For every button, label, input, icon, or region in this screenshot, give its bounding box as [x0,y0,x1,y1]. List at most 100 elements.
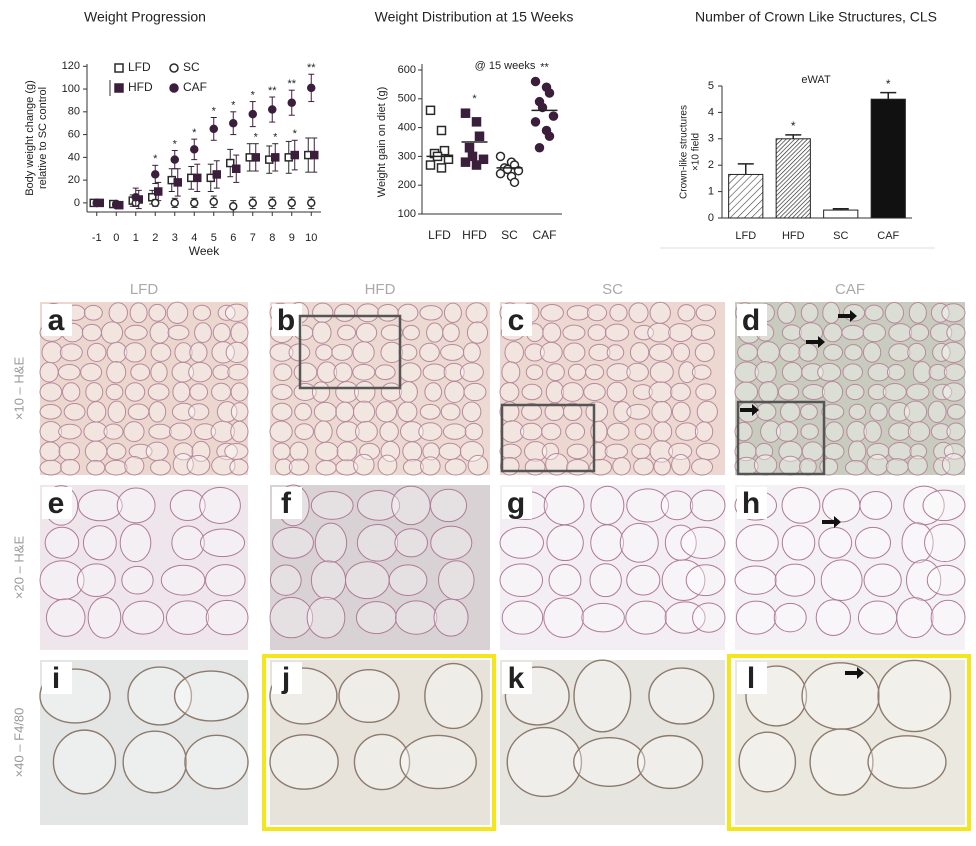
point [530,117,541,127]
adipocyte [380,440,401,462]
adipocyte [566,458,590,476]
adipocyte [352,363,376,381]
adipocyte [809,728,874,796]
x-tick-label: -1 [92,232,102,244]
adipocyte [440,403,461,421]
adipocyte [801,441,824,462]
adipocyte [127,403,150,421]
y-axis-label: Body weight change (g) [24,80,36,196]
adipocyte [562,324,586,341]
adipocyte [210,420,235,443]
adipocyte [912,361,932,384]
adipocyte [567,363,587,381]
adipocyte [306,596,346,639]
adipocyte [859,490,893,520]
adipocyte [271,384,293,400]
letter-bg [737,662,767,694]
adipocyte [848,403,867,420]
adipocyte [626,403,651,420]
x-tick-label: 4 [191,232,197,244]
adipocyte [926,564,966,596]
adipocyte [524,343,545,362]
adipocyte [464,422,483,441]
row-label: ×10 – H&E [11,357,26,421]
point [248,109,257,119]
adipocyte [204,564,246,597]
adipocyte [942,382,966,402]
bar [870,98,906,219]
y-tick-label: 5 [708,80,714,92]
adipocyte [402,441,423,462]
x-tick-label: 1 [133,232,139,244]
adipocyte [124,455,145,476]
adipocyte [380,382,403,402]
adipocyte [355,420,378,443]
point [170,155,179,164]
adipocyte [189,342,208,363]
panel-letter: h [742,487,760,520]
significance: * [886,77,891,91]
adipocyte [626,362,649,382]
adipocyte [269,564,302,596]
significance: * [251,89,256,101]
adipocyte [419,305,443,321]
adipocyte [651,400,673,423]
adipocyte [379,421,399,442]
adipocyte [691,458,714,476]
significance: ** [287,78,296,90]
adipocyte [186,455,211,476]
adipocyte [775,421,799,442]
adipocyte [45,598,86,637]
adipocyte [930,599,966,636]
letter-bg [502,487,532,519]
adipocyte [566,443,589,460]
adipocyte [779,401,801,423]
adipocyte [399,734,477,790]
adipocyte [882,383,907,401]
inset-frame [500,403,596,473]
micrograph [734,301,966,476]
adipocyte [124,324,148,341]
adipocyte [336,421,360,442]
adipocyte [661,559,706,602]
adipocyte [930,423,951,441]
adipocyte [677,304,696,322]
adipocyte [108,302,128,324]
point [212,170,221,179]
adipocyte [924,523,966,563]
point [544,131,555,141]
adipocyte [922,489,966,522]
significance: * [231,100,236,112]
adipocyte [316,361,338,384]
point [471,117,482,127]
adipocyte [331,343,353,361]
x-tick-label: 9 [289,232,295,244]
adipocyte [52,729,117,795]
adipocyte [649,361,674,384]
adipocyte [590,485,625,526]
adipocyte [844,460,867,476]
adipocyte [670,382,691,402]
adipocyte [398,381,418,403]
adipocyte [336,441,358,462]
adipocyte [867,383,887,401]
adipocyte [211,382,232,402]
adipocyte [106,360,127,384]
adipocyte [590,524,624,562]
micrograph-bg [500,302,725,475]
adipocyte [171,525,205,561]
adipocyte [424,662,483,730]
adipocyte [930,302,950,323]
adipocyte [886,363,906,381]
inset-frame [298,314,402,390]
adipocyte [395,600,438,635]
adipocyte [781,324,802,341]
point [248,198,257,208]
adipocyte [188,362,213,383]
adipocyte [310,490,354,520]
adipocyte [626,488,670,523]
adipocyte [612,457,631,476]
adipocyte [148,401,167,423]
adipocyte [887,442,913,461]
annotation: @ 15 weeks [475,60,536,72]
